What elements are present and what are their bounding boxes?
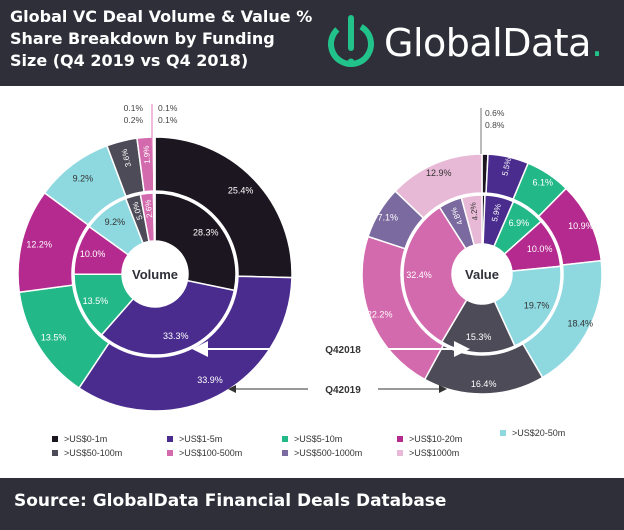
value-small-labels: 0.6% 0.8% <box>480 108 505 154</box>
footer: Source: GlobalData Financial Deals Datab… <box>0 478 624 530</box>
value-label-0-6pct-q42018: 0.6% <box>485 108 505 118</box>
source-note: Source: GlobalData Financial Deals Datab… <box>14 491 447 511</box>
chart-title: Global VC Deal Volume & Value % Share Br… <box>10 6 313 72</box>
value-outer-label-7: 7.1% <box>377 212 398 222</box>
value-outer-slice-8 <box>394 153 483 220</box>
volume-outer-slice-8 <box>153 136 156 192</box>
volume-outer-label-4: 9.2% <box>73 174 94 184</box>
value-center <box>454 246 510 302</box>
legend-swatch <box>282 436 288 442</box>
volume-inner-slice-1 <box>100 279 236 356</box>
legend-item: >US$20-50m <box>500 428 565 438</box>
volume-label-0-1pct-q42019-a: 0.1% <box>124 103 144 113</box>
volume-label-0-1pct-q42018: 0.1% <box>158 115 178 125</box>
volume-inner-label-1: 33.3% <box>163 331 189 341</box>
legend-label: >US$5-10m <box>294 434 343 444</box>
legend-label: >US$500-1000m <box>294 448 363 458</box>
volume-outer-slice-0 <box>154 136 293 279</box>
value-outer-label-8: 12.9% <box>426 168 452 178</box>
value-inner-label-4: 19.7% <box>524 300 550 310</box>
legend-swatch <box>167 436 173 442</box>
title-line-2: Share Breakdown by Funding <box>10 29 275 48</box>
legend-label: >US$0-1m <box>64 434 108 444</box>
q42019-label: Q42019 <box>325 385 361 396</box>
value-donut: 5.5% 6.1% 10.9% 18.4% 16.4% 22.2% 7.1% 12.9% 5.9… <box>361 153 603 395</box>
volume-inner-slice-8 <box>153 192 156 242</box>
legend-label: >US$1000m <box>409 448 460 458</box>
header: Global VC Deal Volume & Value % Share Br… <box>0 0 624 86</box>
volume-outer-slice-1 <box>77 275 293 412</box>
legend-item: >US$100-500m <box>167 448 242 458</box>
legend-item: >US$500-1000m <box>282 448 362 458</box>
legend-swatch <box>397 436 403 442</box>
volume-donut: 25.4% 33.9% 13.5% 12.2% 9.2% 3.6% 1.9% 28.3% 33.… <box>17 136 293 412</box>
legend: >US$0-1m >US$1-5m >US$5-10m >US$10-20m >US$2… <box>52 428 572 468</box>
logo-text: GlobalData <box>384 21 591 65</box>
volume-inner-label-4: 9.2% <box>105 217 126 227</box>
logo-wordmark: GlobalData. <box>384 18 603 68</box>
value-inner-slice-4 <box>493 265 562 347</box>
value-inner-label-1: 5.9% <box>490 203 503 223</box>
logo-dot: . <box>590 21 603 65</box>
volume-inner-label-2: 13.5% <box>83 296 109 306</box>
volume-inner-label-0: 28.3% <box>193 228 219 238</box>
title-line-1: Global VC Deal Volume & Value % <box>10 7 313 26</box>
legend-item: >US$5-10m <box>282 434 342 444</box>
value-center-label: Value <box>465 267 499 282</box>
value-outer-label-6: 22.2% <box>367 310 393 320</box>
volume-inner-label-6: 2.6% <box>144 199 155 218</box>
donut-charts: 25.4% 33.9% 13.5% 12.2% 9.2% 3.6% 1.9% 28.3% 33.… <box>17 103 603 412</box>
ring-callouts: Q42018 Q42019 <box>192 341 470 396</box>
value-label-0-8pct-q42019: 0.8% <box>485 120 505 130</box>
value-outer-label-1: 5.5% <box>500 157 513 177</box>
volume-label-0-1pct-q42019-b: 0.1% <box>158 103 178 113</box>
title-line-3: Size (Q4 2019 vs Q4 2018) <box>10 51 249 70</box>
legend-item: >US$0-1m <box>52 434 107 444</box>
legend-label: >US$1-5m <box>179 434 223 444</box>
legend-label: >US$10-20m <box>409 434 463 444</box>
value-inner-label-3: 10.0% <box>527 244 553 254</box>
legend-label: >US$100-500m <box>179 448 243 458</box>
globaldata-logo: GlobalData. <box>326 14 616 74</box>
legend-item: >US$50-100m <box>52 448 122 458</box>
value-inner-label-5: 15.3% <box>466 332 492 342</box>
legend-item: >US$1000m <box>397 448 459 458</box>
legend-swatch <box>167 450 173 456</box>
q42018-label: Q42018 <box>325 345 361 356</box>
legend-item: >US$10-20m <box>397 434 462 444</box>
volume-inner-slice-0 <box>154 192 237 292</box>
legend-swatch <box>500 430 506 436</box>
legend-item: >US$1-5m <box>167 434 222 444</box>
value-outer-label-3: 10.9% <box>568 221 594 231</box>
volume-inner-label-3: 10.0% <box>80 249 106 259</box>
value-outer-label-5: 16.4% <box>471 379 497 389</box>
legend-swatch <box>282 450 288 456</box>
volume-outer-label-0: 25.4% <box>228 186 254 196</box>
legend-label: >US$50-100m <box>64 448 123 458</box>
legend-swatch <box>397 450 403 456</box>
value-outer-label-4: 18.4% <box>568 318 594 328</box>
volume-outer-label-2: 13.5% <box>41 332 67 342</box>
volume-outer-label-3: 12.2% <box>26 239 52 249</box>
value-inner-label-2: 6.9% <box>509 218 530 228</box>
volume-label-0-2pct-q42018: 0.2% <box>124 115 144 125</box>
logo-mark-icon <box>328 15 374 67</box>
volume-outer-label-5: 3.6% <box>120 148 133 168</box>
volume-small-labels: 0.1% 0.1% 0.2% 0.1% <box>124 103 178 146</box>
value-inner-label-6: 32.4% <box>406 270 432 280</box>
value-outer-label-2: 6.1% <box>533 177 554 187</box>
volume-center-label: Volume <box>132 267 178 282</box>
value-inner-slice-6 <box>402 206 468 343</box>
legend-swatch <box>52 450 58 456</box>
value-inner-slice-8 <box>460 194 483 246</box>
volume-center <box>124 243 186 305</box>
value-inner-label-8: 4.2% <box>469 202 480 221</box>
legend-label: >US$20-50m <box>512 428 566 438</box>
volume-outer-label-1: 33.9% <box>197 375 223 385</box>
volume-outer-label-6: 1.9% <box>142 145 152 164</box>
legend-swatch <box>52 436 58 442</box>
